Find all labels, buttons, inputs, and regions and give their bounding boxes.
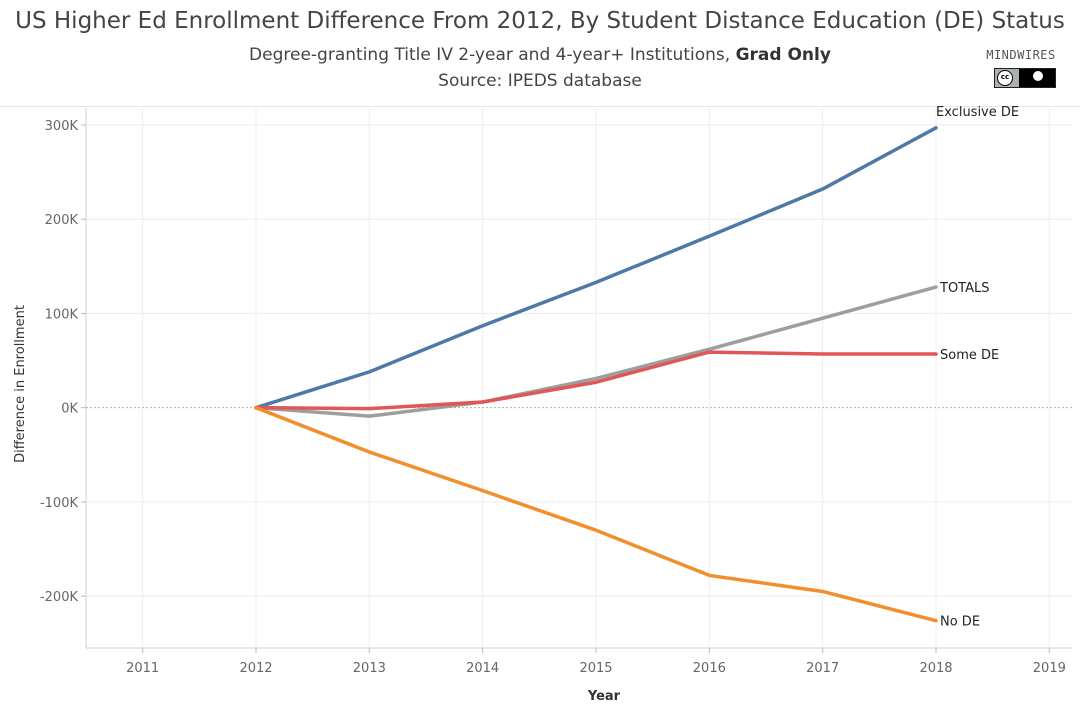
- logo-text: MINDWIRES: [986, 48, 1056, 62]
- series-line-exclusive-de: [254, 126, 938, 410]
- x-tick-label: 2012: [239, 661, 272, 676]
- axes: 2011 2012 2013 2014 2015 2016 2017 2018 2019 300K…: [13, 108, 1072, 704]
- chart-source: Source: IPEDS database: [438, 71, 642, 91]
- person-icon: [1033, 71, 1043, 81]
- chart-subtitle: Degree-granting Title IV 2-year and 4-ye…: [0, 45, 1080, 65]
- subtitle-bold: Grad Only: [735, 45, 831, 65]
- series-label-exclusive-de: Exclusive DE: [936, 105, 1019, 120]
- series-label-totals: TOTALS: [939, 281, 990, 296]
- mindwires-logo: MINDWIRES cc: [986, 48, 1056, 100]
- cc-by-badge-icon: cc: [994, 68, 1056, 88]
- x-tick-label: 2018: [919, 661, 952, 676]
- x-tick-label: 2016: [693, 661, 726, 676]
- y-tick-label: -100K: [40, 496, 79, 511]
- series: [254, 126, 938, 623]
- x-tick-label: 2013: [353, 661, 386, 676]
- x-tick-label: 2011: [126, 661, 159, 676]
- x-tick-label: 2014: [466, 661, 499, 676]
- y-tick-label: 100K: [45, 307, 79, 322]
- x-tick-label: 2019: [1033, 661, 1066, 676]
- x-tick-label: 2017: [806, 661, 839, 676]
- series-line-some-de: [254, 350, 938, 411]
- series-label-no-de: No DE: [940, 615, 980, 630]
- y-tick-label: 200K: [45, 213, 79, 228]
- labels: Exclusive DE TOTALS Some DE No DE: [936, 105, 1019, 630]
- y-axis-title: Difference in Enrollment: [13, 305, 28, 463]
- y-tick-label: -200K: [40, 590, 79, 605]
- x-tick-label: 2015: [579, 661, 612, 676]
- y-tick-label: 300K: [45, 119, 79, 134]
- series-line-totals: [254, 285, 938, 418]
- subtitle-text: Degree-granting Title IV 2-year and 4-ye…: [249, 45, 736, 65]
- series-line-no-de: [254, 405, 938, 623]
- cc-icon: cc: [997, 70, 1013, 86]
- by-block: [1019, 69, 1055, 87]
- x-axis-title: Year: [587, 689, 621, 704]
- series-label-some-de: Some DE: [940, 348, 999, 363]
- y-tick-label: 0K: [61, 402, 78, 417]
- chart-title: US Higher Ed Enrollment Difference From …: [15, 8, 1065, 34]
- header-divider: [0, 106, 1080, 107]
- grid: [86, 108, 1072, 648]
